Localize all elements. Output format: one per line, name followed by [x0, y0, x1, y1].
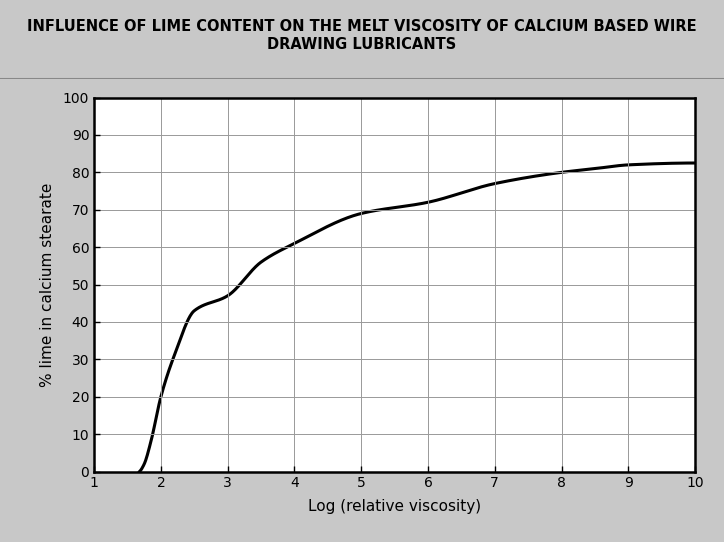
Y-axis label: % lime in calcium stearate: % lime in calcium stearate [40, 182, 54, 387]
X-axis label: Log (relative viscosity): Log (relative viscosity) [308, 499, 481, 514]
Text: INFLUENCE OF LIME CONTENT ON THE MELT VISCOSITY OF CALCIUM BASED WIRE
DRAWING LU: INFLUENCE OF LIME CONTENT ON THE MELT VI… [28, 19, 696, 51]
